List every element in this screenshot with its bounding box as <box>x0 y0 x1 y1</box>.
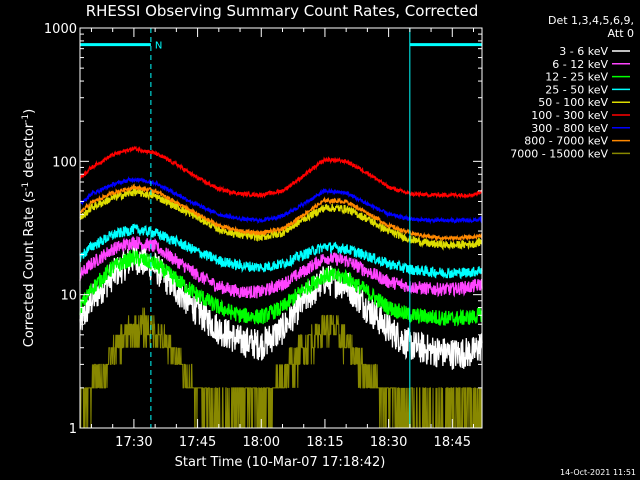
series-line-5 <box>79 145 483 200</box>
footer-timestamp: 14-Oct-2021 11:51 <box>560 468 636 477</box>
x-tick-label: 18:45 <box>434 435 471 450</box>
x-axis-label: Start Time (10-Mar-07 17:18:42) <box>175 455 386 470</box>
legend-label-4: 50 - 100 keV <box>538 96 608 109</box>
legend-label-1: 6 - 12 keV <box>552 58 608 71</box>
y-tick-label: 10 <box>60 289 77 304</box>
series-line-7 <box>79 183 483 243</box>
x-tick-label: 17:30 <box>115 435 152 450</box>
y-tick-label: 1000 <box>44 22 77 37</box>
series-line-3 <box>79 223 483 280</box>
series-line-2 <box>79 249 483 327</box>
legend-label-7: 800 - 7000 keV <box>524 135 608 148</box>
series-traces <box>79 145 483 429</box>
flag-label-0: N <box>155 41 162 52</box>
series-line-4 <box>79 188 483 251</box>
x-tick-label: 17:45 <box>179 435 216 450</box>
legend-label-0: 3 - 6 keV <box>559 45 608 58</box>
legend-label-3: 25 - 50 keV <box>545 83 608 96</box>
chart-title: RHESSI Observing Summary Count Rates, Co… <box>86 2 479 20</box>
series-line-6 <box>79 176 483 225</box>
y-tick-label: 100 <box>52 155 77 170</box>
x-tick-label: 18:15 <box>306 435 343 450</box>
y-axis: 1 10 100 1000 <box>44 22 482 437</box>
legend-header-line-2: Att 0 <box>608 27 634 40</box>
legend-label-5: 100 - 300 keV <box>531 109 608 122</box>
legend-label-6: 300 - 800 keV <box>531 122 608 135</box>
series-line-1 <box>79 236 483 299</box>
legend-header-line-1: Det 1,3,4,5,6,9, <box>548 14 634 27</box>
x-axis: 17:30 17:45 18:00 18:15 18:30 18:45 <box>90 28 475 450</box>
y-tick-label: 1 <box>69 422 77 437</box>
plot-frame <box>79 27 483 429</box>
y-axis-label: Corrected Count Rate (s-1 detector-1) <box>21 109 37 347</box>
legend-label-8: 7000 - 15000 keV <box>510 147 608 160</box>
x-tick-label: 18:00 <box>243 435 280 450</box>
legend-label-2: 12 - 25 keV <box>545 71 608 84</box>
x-tick-label: 18:30 <box>370 435 407 450</box>
